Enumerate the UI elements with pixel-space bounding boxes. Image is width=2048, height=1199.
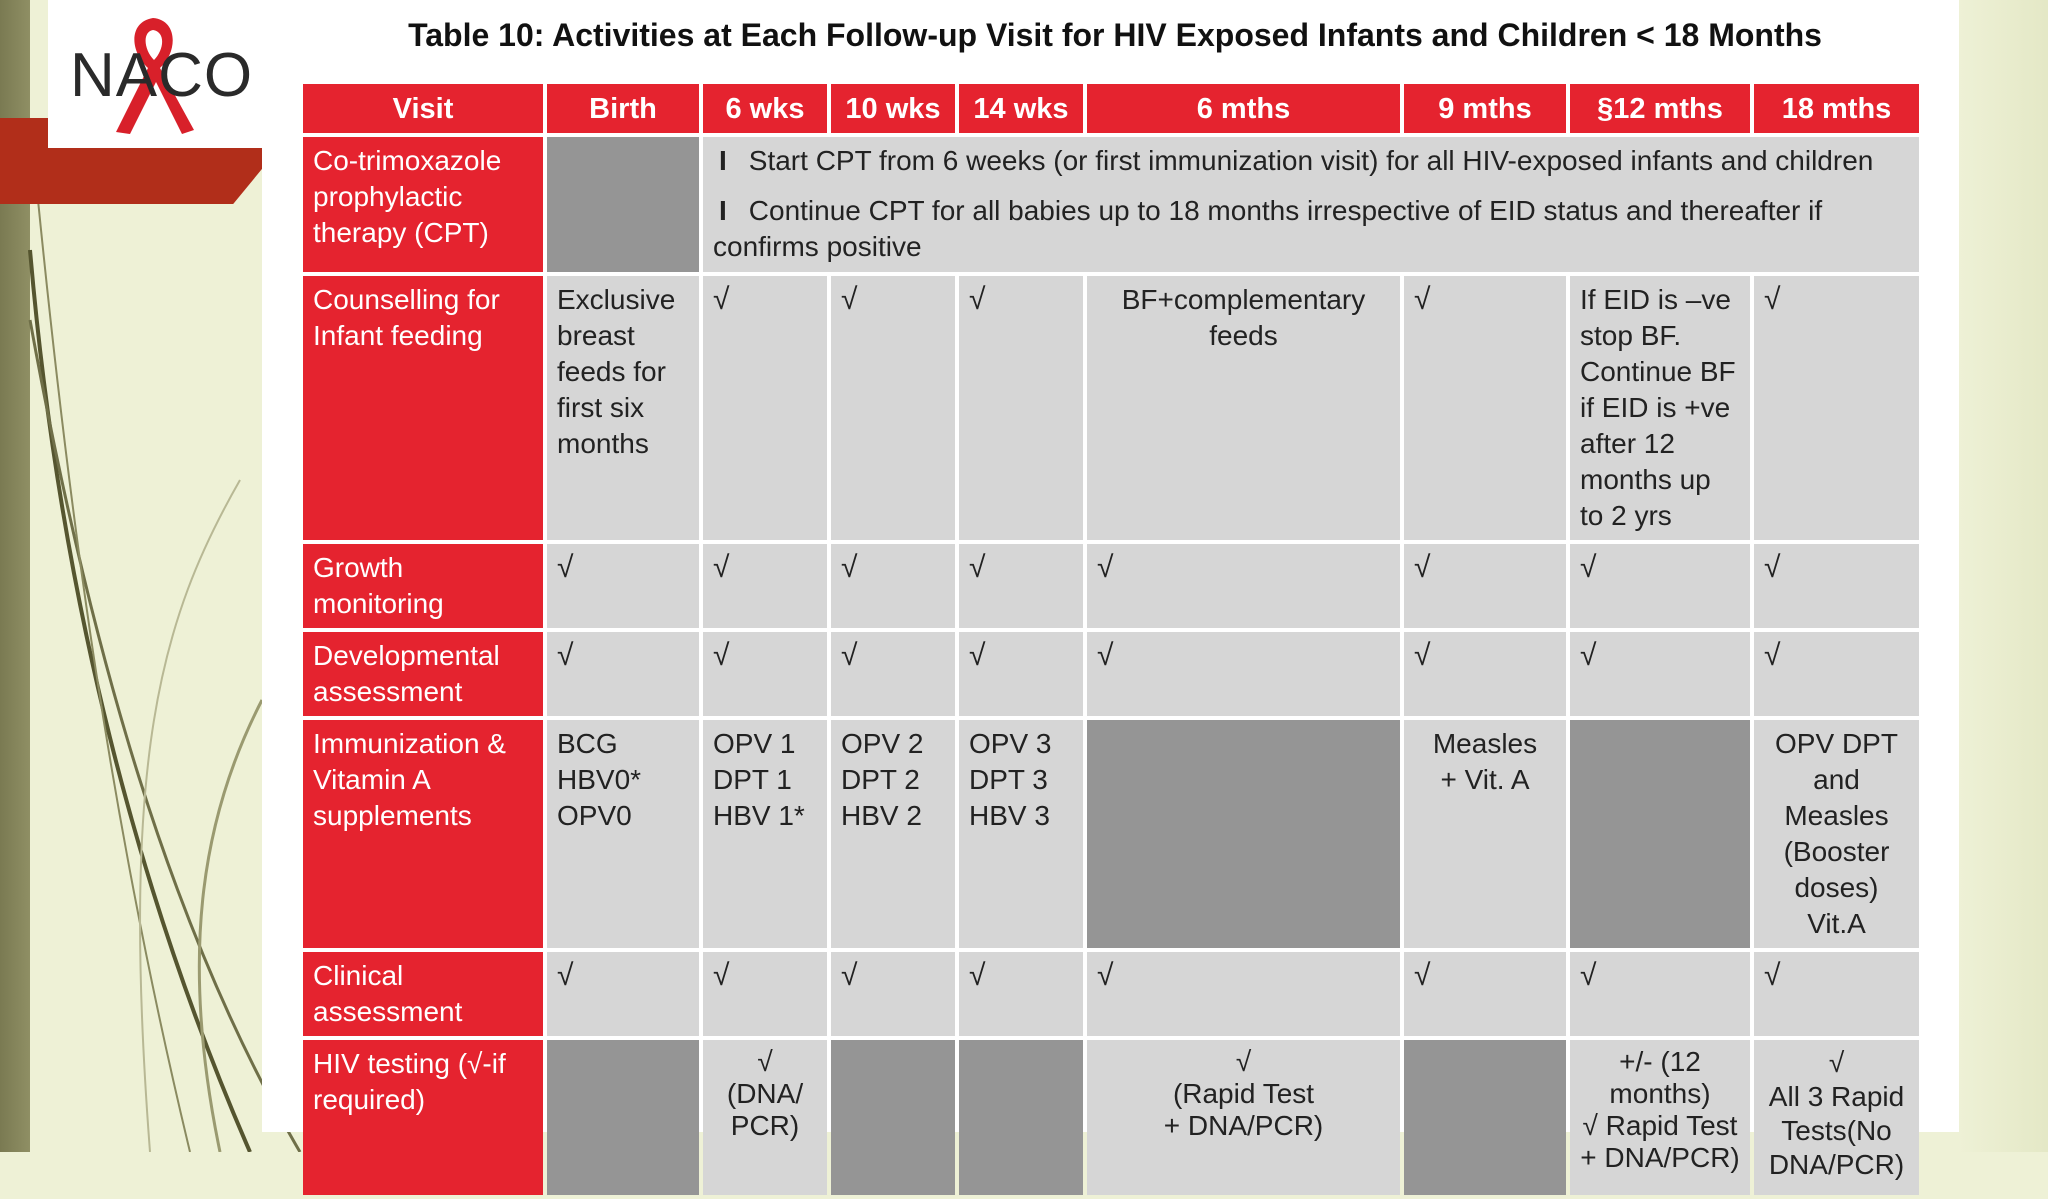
- hiv-6mths: √ (Rapid Test + DNA/PCR): [1087, 1040, 1400, 1195]
- immunization-12mths-empty: [1570, 720, 1750, 948]
- row-immunization: Immunization & Vitamin A supplements BCG…: [303, 720, 1919, 948]
- row-clinical: Clinical assessment √ √ √ √ √ √ √ √: [303, 952, 1919, 1036]
- growth-12mths-check: √: [1570, 544, 1750, 628]
- cpt-instructions-cell: I Start CPT from 6 weeks (or first immuni…: [703, 137, 1919, 272]
- row-counselling: Counselling for Infant feeding Exclusive…: [303, 276, 1919, 540]
- row-label-growth: Growth monitoring: [303, 544, 543, 628]
- hiv-18mths-text: √ All 3 Rapid Tests(No DNA/PCR): [1768, 1047, 1905, 1180]
- follow-up-activities-table: Visit Birth 6 wks 10 wks 14 wks 6 mths 9…: [299, 80, 1923, 1199]
- hiv-18mths: √ All 3 Rapid Tests(No DNA/PCR): [1754, 1040, 1919, 1195]
- counselling-14wks-check: √: [959, 276, 1083, 540]
- dev-12mths-check: √: [1570, 632, 1750, 716]
- decorative-swoosh: [28, 199, 302, 1152]
- growth-10wks-check: √: [831, 544, 955, 628]
- dev-18mths-check: √: [1754, 632, 1919, 716]
- immunization-14wks: OPV 3 DPT 3 HBV 3: [959, 720, 1083, 948]
- hiv-6wks: √ (DNA/ PCR): [703, 1040, 827, 1195]
- dev-14wks-check: √: [959, 632, 1083, 716]
- hiv-14wks-empty: [959, 1040, 1083, 1195]
- row-label-development: Developmental assessment: [303, 632, 543, 716]
- header-6mths: 6 mths: [1087, 84, 1400, 133]
- clinical-12mths-check: √: [1570, 952, 1750, 1036]
- header-birth: Birth: [547, 84, 699, 133]
- dev-birth-check: √: [547, 632, 699, 716]
- hiv-9mths-empty: [1404, 1040, 1566, 1195]
- counselling-6wks-check: √: [703, 276, 827, 540]
- dev-6mths-check: √: [1087, 632, 1400, 716]
- clinical-6wks-check: √: [703, 952, 827, 1036]
- row-growth: Growth monitoring √ √ √ √ √ √ √ √: [303, 544, 1919, 628]
- red-ribbon-icon: [116, 18, 194, 134]
- table-title: Table 10: Activities at Each Follow-up V…: [408, 17, 1822, 53]
- cpt-line-2: I Continue CPT for all babies up to 18 mo…: [713, 195, 1823, 262]
- growth-18mths-check: √: [1754, 544, 1919, 628]
- logo-text: NACO: [70, 41, 254, 110]
- hiv-birth-empty: [547, 1040, 699, 1195]
- growth-14wks-check: √: [959, 544, 1083, 628]
- cpt-line-1: I Start CPT from 6 weeks (or first immuni…: [719, 145, 1874, 176]
- immunization-6mths-empty: [1087, 720, 1400, 948]
- row-label-hiv-testing: HIV testing (√-if required): [303, 1040, 543, 1195]
- header-12mths: §12 mths: [1570, 84, 1750, 133]
- immunization-9mths: Measles + Vit. A: [1404, 720, 1566, 948]
- counselling-6mths: BF+complementary feeds: [1087, 276, 1400, 540]
- counselling-18mths-check: √: [1754, 276, 1919, 540]
- row-label-clinical: Clinical assessment: [303, 952, 543, 1036]
- header-14wks: 14 wks: [959, 84, 1083, 133]
- clinical-6mths-check: √: [1087, 952, 1400, 1036]
- header-18mths: 18 mths: [1754, 84, 1919, 133]
- immunization-10wks: OPV 2 DPT 2 HBV 2: [831, 720, 955, 948]
- growth-6wks-check: √: [703, 544, 827, 628]
- dev-6wks-check: √: [703, 632, 827, 716]
- naco-logo: NACO: [48, 0, 263, 148]
- background-right-strip: [1958, 0, 2048, 1152]
- counselling-9mths-check: √: [1404, 276, 1566, 540]
- header-10wks: 10 wks: [831, 84, 955, 133]
- row-development: Developmental assessment √ √ √ √ √ √ √ √: [303, 632, 1919, 716]
- row-hiv-testing: HIV testing (√-if required) √ (DNA/ PCR)…: [303, 1040, 1919, 1195]
- hiv-10wks-empty: [831, 1040, 955, 1195]
- dev-10wks-check: √: [831, 632, 955, 716]
- immunization-18mths: OPV DPT and Measles (Booster doses) Vit.…: [1754, 720, 1919, 948]
- header-6wks: 6 wks: [703, 84, 827, 133]
- clinical-10wks-check: √: [831, 952, 955, 1036]
- hiv-12mths: +/- (12 months) √ Rapid Test + DNA/PCR): [1570, 1040, 1750, 1195]
- clinical-14wks-check: √: [959, 952, 1083, 1036]
- row-label-immunization: Immunization & Vitamin A supplements: [303, 720, 543, 948]
- growth-birth-check: √: [547, 544, 699, 628]
- dev-9mths-check: √: [1404, 632, 1566, 716]
- header-9mths: 9 mths: [1404, 84, 1566, 133]
- counselling-10wks-check: √: [831, 276, 955, 540]
- immunization-6wks: OPV 1 DPT 1 HBV 1*: [703, 720, 827, 948]
- clinical-18mths-check: √: [1754, 952, 1919, 1036]
- header-visit: Visit: [303, 84, 543, 133]
- row-label-cpt: Co-trimoxazole prophylactic therapy (CPT…: [303, 137, 543, 272]
- row-cpt: Co-trimoxazole prophylactic therapy (CPT…: [303, 137, 1919, 272]
- counselling-12mths: If EID is –ve stop BF. Continue BF if EI…: [1570, 276, 1750, 540]
- clinical-9mths-check: √: [1404, 952, 1566, 1036]
- counselling-birth: Exclusive breast feeds for first six mon…: [547, 276, 699, 540]
- clinical-birth-check: √: [547, 952, 699, 1036]
- immunization-birth: BCG HBV0* OPV0: [547, 720, 699, 948]
- cpt-birth-cell: [547, 137, 699, 272]
- header-row: Visit Birth 6 wks 10 wks 14 wks 6 mths 9…: [303, 84, 1919, 133]
- growth-6mths-check: √: [1087, 544, 1400, 628]
- growth-9mths-check: √: [1404, 544, 1566, 628]
- row-label-counselling: Counselling for Infant feeding: [303, 276, 543, 540]
